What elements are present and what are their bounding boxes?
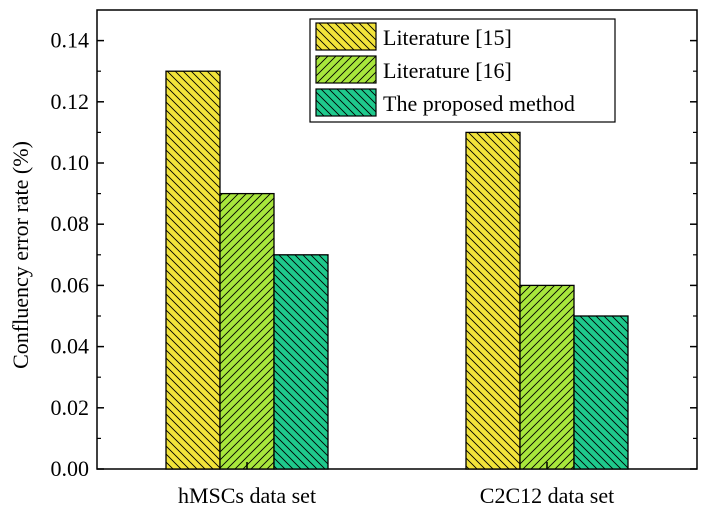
legend-swatch: [315, 88, 377, 117]
legend-label: Literature [16]: [383, 58, 512, 83]
y-axis-title: Confluency error rate (%): [8, 141, 33, 369]
x-tick-label: hMSCs data set: [178, 483, 316, 508]
y-tick-label: 0.12: [51, 89, 90, 114]
bar: [465, 131, 521, 470]
legend-swatch: [315, 22, 377, 51]
y-tick-label: 0.02: [51, 395, 90, 420]
y-tick-label: 0.14: [51, 28, 90, 53]
plot-border: [96, 9, 698, 470]
y-tick-label: 0.10: [51, 150, 90, 175]
bar: [219, 192, 275, 470]
bar: [519, 284, 575, 470]
y-tick-label: 0.04: [51, 334, 90, 359]
y-axis: 0.00 0.02 0.04 0.06 0.08 0.10 0.12 0.14: [51, 28, 697, 481]
plot-area: [96, 9, 698, 470]
legend-label: The proposed method: [383, 91, 575, 116]
legend-swatch: [315, 55, 377, 84]
bars-group: [165, 70, 629, 470]
bar: [165, 70, 221, 470]
x-axis: hMSCs data set C2C12 data set: [178, 462, 614, 508]
bar: [573, 315, 629, 470]
y-tick-label: 0.00: [51, 456, 90, 481]
legend: Literature [15] Literature [16] The propos…: [309, 18, 616, 123]
x-tick-label: C2C12 data set: [480, 483, 614, 508]
bar: [273, 254, 329, 470]
y-tick-label: 0.06: [51, 272, 90, 297]
legend-label: Literature [15]: [383, 25, 512, 50]
y-tick-label: 0.08: [51, 211, 90, 236]
